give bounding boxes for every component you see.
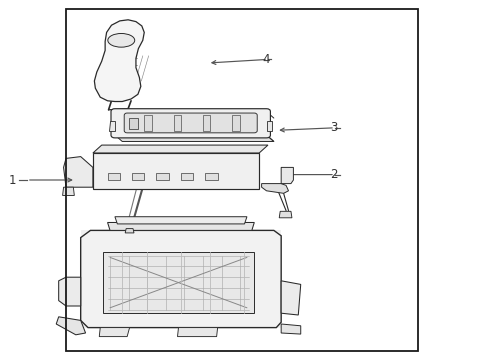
Polygon shape [93,153,259,189]
Polygon shape [81,230,281,328]
Polygon shape [205,173,217,180]
Polygon shape [56,317,85,335]
Polygon shape [125,229,134,233]
Polygon shape [203,115,210,131]
Polygon shape [281,281,300,315]
Polygon shape [279,211,291,218]
Text: 1: 1 [9,174,17,186]
Text: 3: 3 [330,121,337,134]
Polygon shape [62,187,74,195]
Ellipse shape [108,33,134,47]
Polygon shape [173,115,181,131]
FancyBboxPatch shape [124,113,257,133]
Text: 4: 4 [262,53,269,66]
Polygon shape [281,167,293,184]
Bar [66,9,417,351]
Polygon shape [261,184,288,193]
Polygon shape [181,173,193,180]
Polygon shape [59,277,81,306]
Polygon shape [115,135,273,141]
Polygon shape [81,230,281,328]
Polygon shape [156,173,168,180]
FancyBboxPatch shape [111,109,270,138]
Polygon shape [144,115,151,131]
Polygon shape [107,222,254,230]
Polygon shape [102,252,254,313]
Polygon shape [128,118,138,129]
Polygon shape [281,324,300,334]
Polygon shape [177,328,217,337]
Polygon shape [109,121,115,131]
Polygon shape [63,157,93,187]
Text: 2: 2 [330,168,337,181]
Polygon shape [232,115,239,131]
Polygon shape [107,173,120,180]
Polygon shape [115,217,246,224]
Polygon shape [94,20,144,102]
Polygon shape [132,173,144,180]
Polygon shape [266,121,272,131]
Polygon shape [93,145,267,153]
Polygon shape [99,328,129,337]
